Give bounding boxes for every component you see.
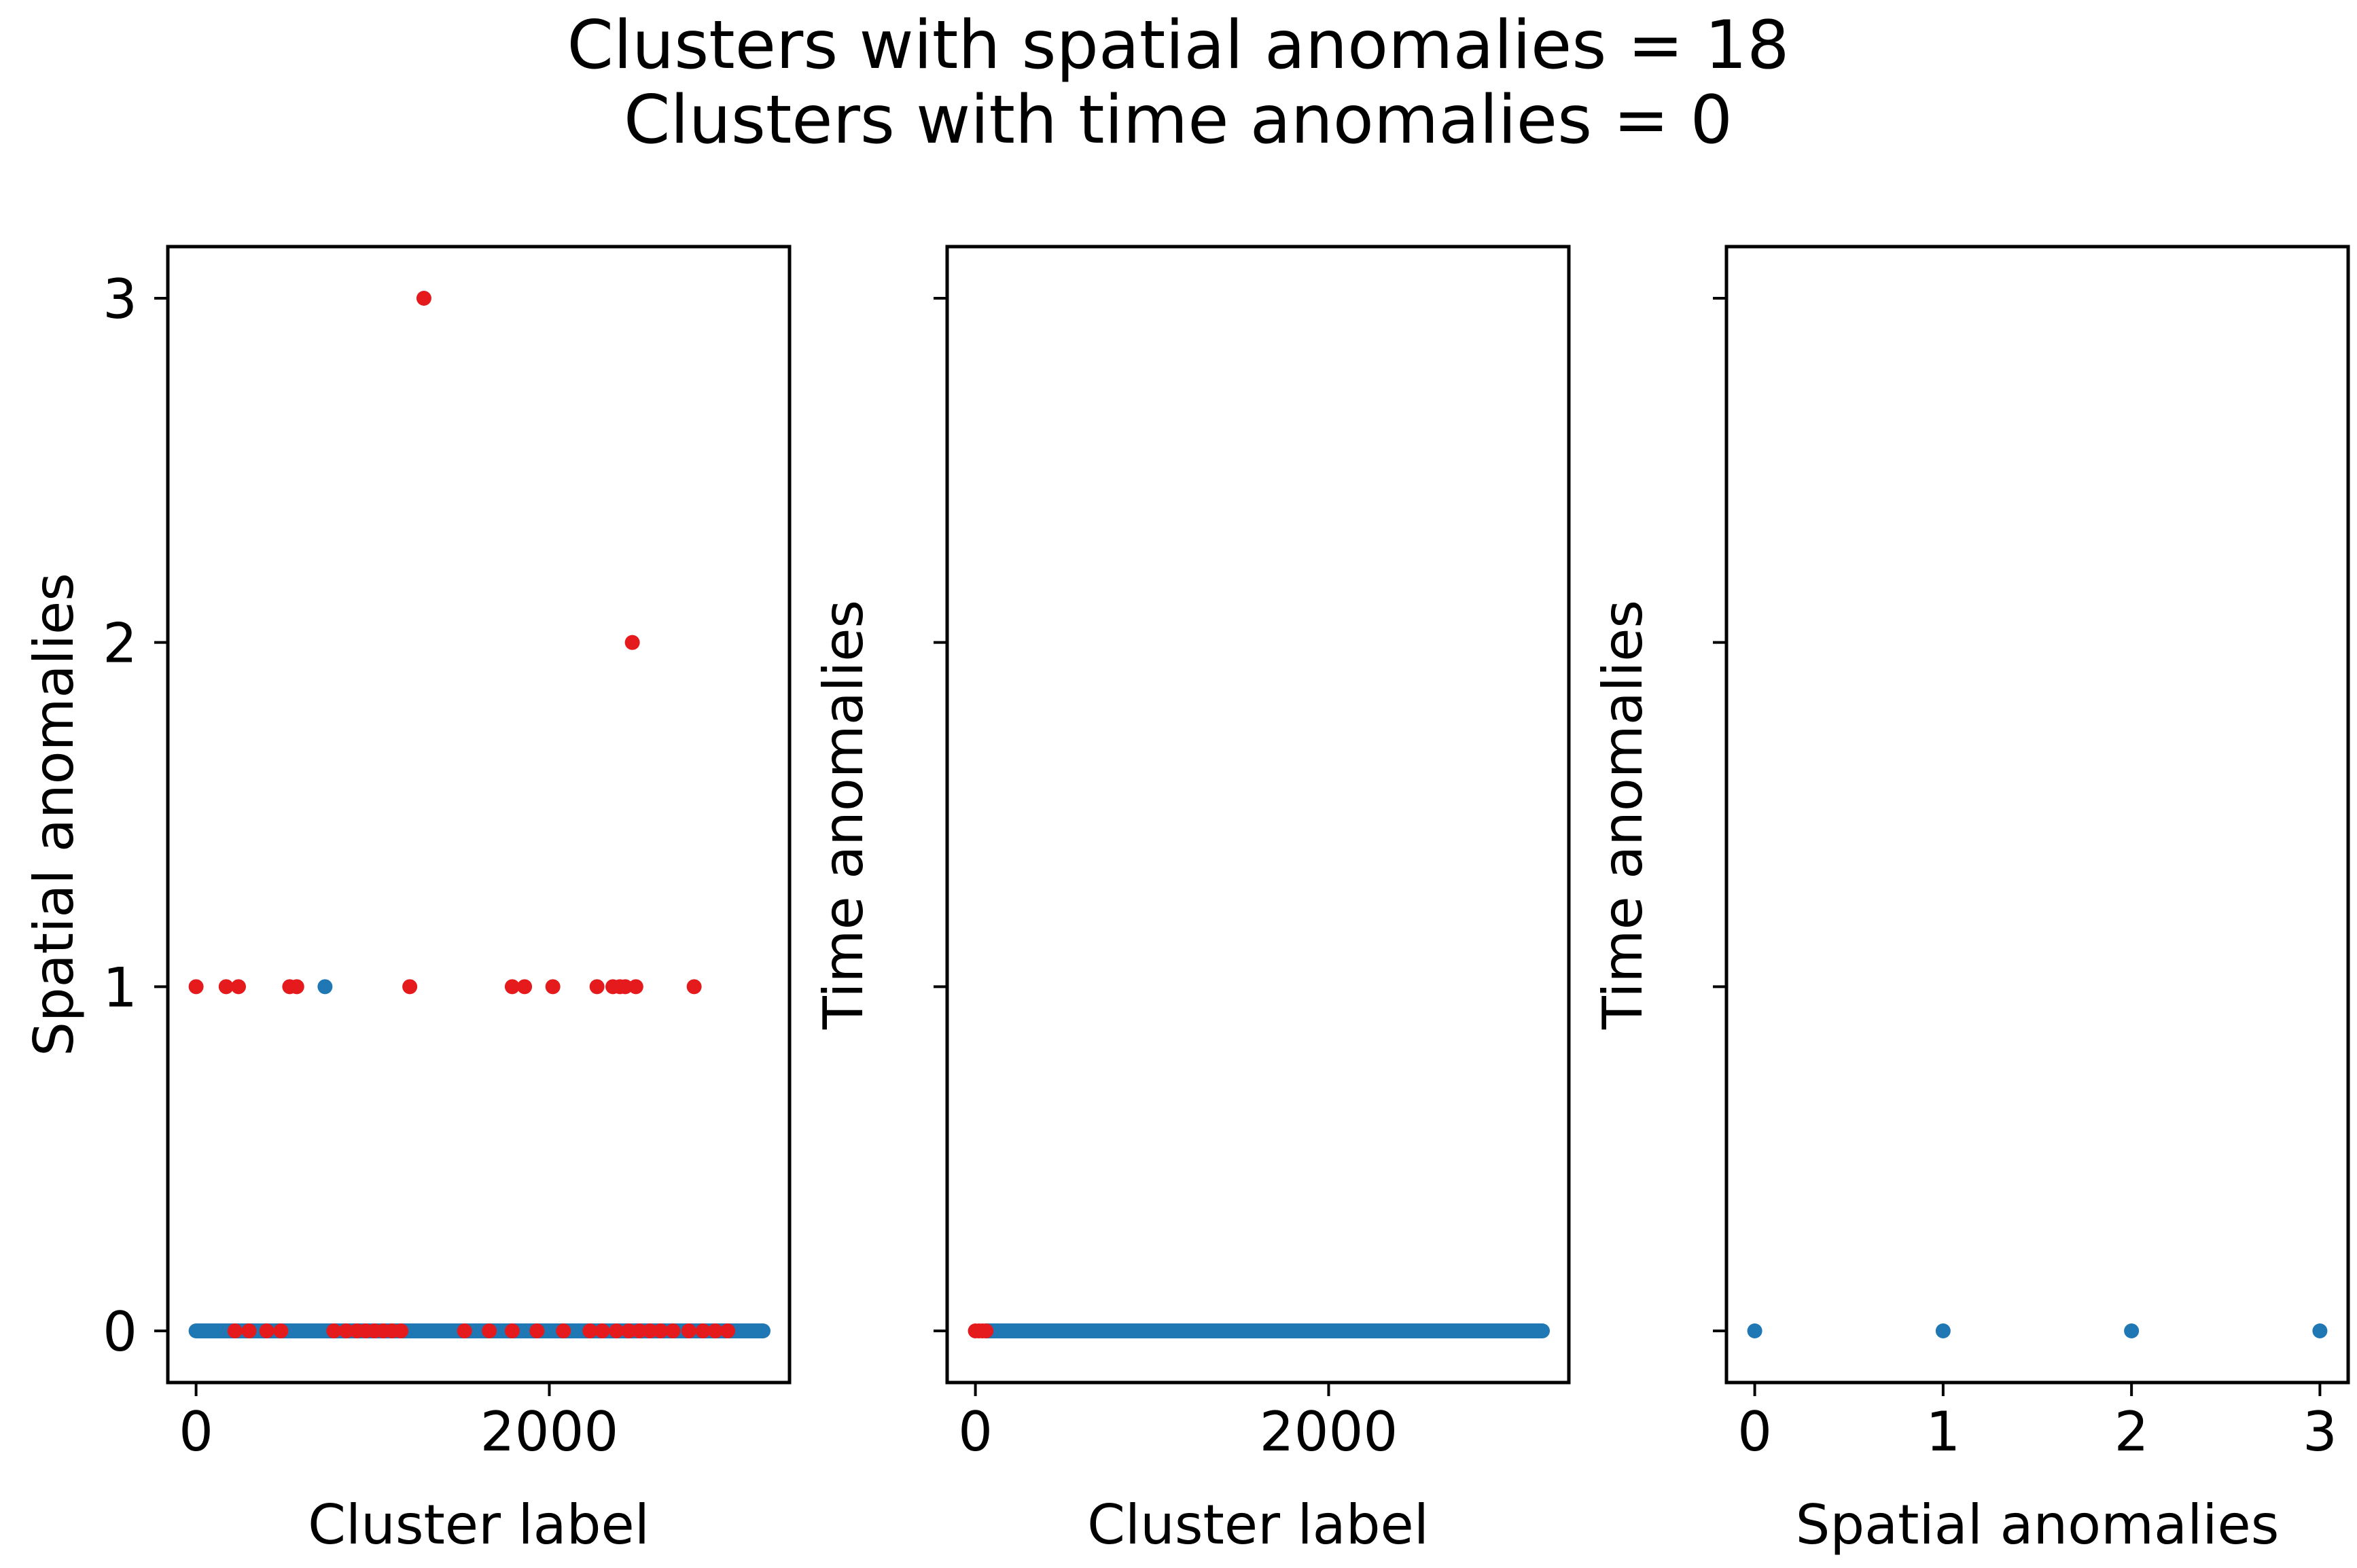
x-tick-label: 2000 [480,1400,619,1463]
data-point [582,1323,598,1338]
data-point [188,979,204,995]
y-tick-label: 0 [103,1300,137,1364]
data-point [707,1323,723,1338]
data-point [504,1323,520,1338]
x-tick-label: 0 [1737,1400,1772,1463]
data-point [681,1323,696,1338]
panel-time-vs-spatial: 0 1 2 3 Spatial anomalies Time anomalies [1591,245,2350,1556]
y-axis-label: Time anomalies [812,600,875,1030]
data-point [273,1323,289,1338]
axes-frame [1724,245,2350,1385]
data-point [624,635,640,650]
data-point [457,1323,472,1338]
data-point [695,1323,711,1338]
x-tick-label: 0 [179,1400,213,1463]
suptitle-line-2: Clusters with time anomalies = 0 [624,82,1733,159]
data-point [317,979,333,995]
data-point [978,1323,994,1338]
x-axis-label: Cluster label [1087,1493,1429,1556]
x-tick-label: 1 [1926,1400,1960,1463]
data-point [595,1323,610,1338]
x-axis-label: Spatial anomalies [1796,1493,2280,1556]
data-point [241,1323,257,1338]
data-point [609,1323,624,1338]
y-tick-label: 2 [103,612,137,675]
data-point [642,1323,658,1338]
plot-area [168,247,790,1383]
data-point [653,1323,669,1338]
data-point [628,979,643,995]
x-tick-label: 3 [2303,1400,2337,1463]
data-point [482,1323,497,1338]
data-point [227,1323,243,1338]
plot-area [947,247,1569,1383]
axes-frame [166,245,792,1385]
series-anomalies [188,291,736,1338]
data-point [720,1323,736,1338]
x-tick-label: 2 [2114,1400,2149,1463]
data-point [504,979,520,995]
data-point [632,1323,648,1338]
data-point [230,979,246,995]
y-tick-label: 1 [103,956,137,1019]
x-axis-label: Cluster label [308,1493,650,1556]
plot-area [1726,247,2348,1383]
data-point [259,1323,274,1338]
panel-spatial-vs-label: 0 2000 0 1 2 3 Cluster label Spatial anomalies [22,245,792,1556]
data-point [289,979,304,995]
data-point [517,979,533,995]
data-point [529,1323,545,1338]
data-point [686,979,702,995]
series-normal [1747,1323,2328,1338]
data-point [1747,1323,1762,1338]
data-point [589,979,605,995]
data-point [2124,1323,2140,1338]
y-axis-label: Spatial anomalies [22,573,86,1056]
data-point [665,1323,681,1338]
data-point [2312,1323,2328,1338]
y-axis-label: Time anomalies [1591,600,1654,1030]
x-tick-label: 0 [958,1400,993,1463]
data-point [402,979,418,995]
series-anomalies [968,1323,994,1338]
x-tick-label: 2000 [1260,1400,1398,1463]
data-point [545,979,561,995]
suptitle-line-1: Clusters with spatial anomalies = 18 [567,7,1789,84]
data-point [338,1323,354,1338]
data-point [393,1323,409,1338]
data-point [618,979,633,995]
y-tick-label: 3 [103,268,137,331]
data-point [621,1323,637,1338]
data-point [416,291,431,306]
data-point [326,1323,342,1338]
data-point [218,979,234,995]
axes-frame [945,245,1571,1385]
data-point [556,1323,571,1338]
panel-time-vs-label: 0 2000 Cluster label Time anomalies [812,245,1571,1556]
data-point [1935,1323,1951,1338]
